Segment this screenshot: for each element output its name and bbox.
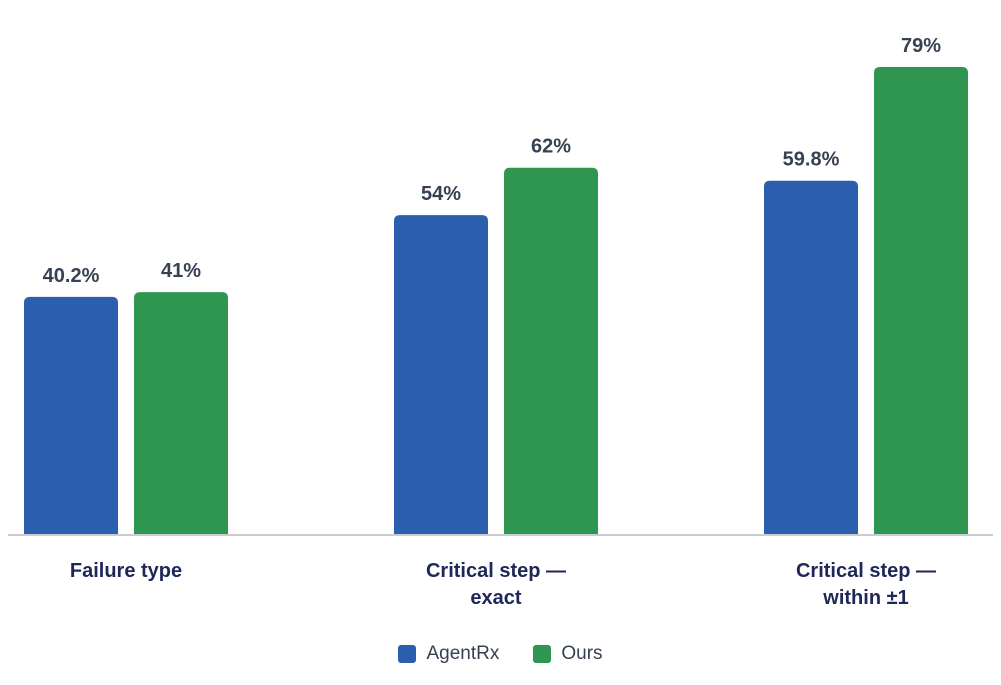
value-label-agentrx-2: 59.8% — [783, 149, 840, 171]
bar-ours-1 — [504, 167, 598, 535]
legend-swatch-ours — [533, 645, 552, 663]
value-label-agentrx-0: 40.2% — [43, 265, 100, 287]
value-label-ours-0: 41% — [161, 260, 201, 282]
legend-swatch-agentrx — [398, 645, 417, 663]
bar-agentrx-0 — [24, 296, 118, 535]
x-tick-label-2-0: Critical step — — [796, 560, 936, 582]
bar-agentrx-1 — [394, 215, 488, 536]
legend: AgentRx Ours — [0, 643, 1001, 665]
legend-item-agentrx[interactable]: AgentRx — [398, 643, 499, 665]
legend-label-ours: Ours — [561, 643, 603, 664]
bars-layer — [24, 67, 968, 536]
value-label-ours-2: 79% — [901, 35, 941, 57]
value-label-ours-1: 62% — [531, 136, 571, 158]
bar-ours-0 — [134, 292, 228, 535]
x-tick-label-2-1: within ±1 — [822, 587, 908, 609]
x-tick-label-0-0: Failure type — [70, 560, 182, 582]
x-tick-labels-layer: Failure type Critical step — exact Critical… — [70, 560, 936, 609]
legend-item-ours[interactable]: Ours — [533, 643, 603, 665]
x-tick-label-1-1: exact — [470, 587, 521, 609]
legend-label-agentrx: AgentRx — [426, 643, 500, 664]
x-tick-label-1-0: Critical step — — [426, 560, 566, 582]
bar-ours-2 — [874, 67, 968, 535]
bar-chart: 40.2% 41% 54% 62% 59.8% 79% Failure type Criti… — [8, 35, 993, 609]
value-label-agentrx-1: 54% — [421, 183, 461, 205]
value-labels-layer: 40.2% 41% 54% 62% 59.8% 79% — [43, 35, 942, 287]
bar-agentrx-2 — [764, 180, 858, 536]
